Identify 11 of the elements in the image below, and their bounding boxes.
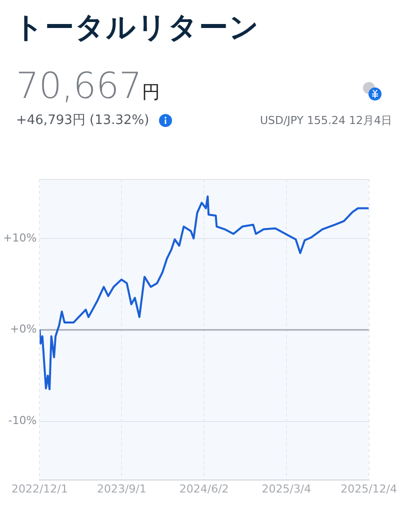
x-tick-label: 2025/12/4 — [340, 482, 397, 496]
x-tick-label: 2024/6/2 — [179, 482, 229, 496]
y-tick-label: +0% — [10, 322, 37, 336]
x-tick-label: 2022/12/1 — [11, 482, 68, 496]
text: USD/JPY 155.24 12月4日 — [260, 112, 392, 128]
y-tick-label: +10% — [2, 231, 37, 244]
chart-title: トータルリターン — [14, 9, 261, 46]
x-tick-label: 2023/9/1 — [97, 482, 146, 496]
y-tick-label: -10% — [8, 414, 37, 428]
x-tick-label: 2025/3/4 — [262, 482, 312, 496]
text: +46,793円 (13.32%) — [16, 112, 150, 129]
